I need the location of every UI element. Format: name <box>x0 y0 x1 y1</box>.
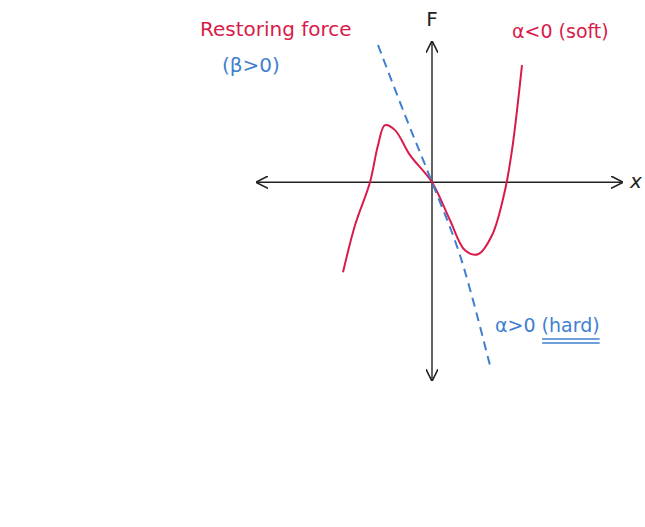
curve <box>343 65 522 272</box>
annotation: (β>0) <box>222 53 280 77</box>
underline <box>542 342 600 344</box>
y-axis-title: F <box>426 7 438 31</box>
x-axis-title: x <box>629 169 642 193</box>
series-label: α>0 (hard) <box>495 314 600 336</box>
chart: Fx Restoring force (β>0) α<0 (soft) α>0 (har… <box>0 0 645 527</box>
x-axis-line <box>257 182 622 183</box>
y-axis-line <box>431 42 432 380</box>
y-axis <box>432 42 433 380</box>
curve <box>378 45 490 365</box>
title: Restoring force <box>200 17 352 41</box>
x-axis <box>257 182 622 183</box>
underline <box>542 338 600 340</box>
series-label: α<0 (soft) <box>512 20 609 42</box>
